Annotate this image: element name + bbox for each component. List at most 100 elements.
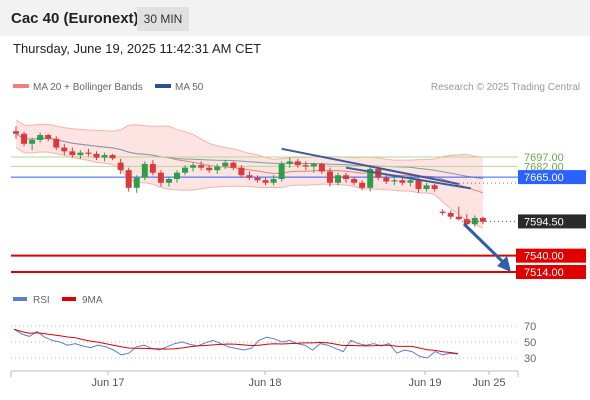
- level-label-7540-00: 7540.00: [524, 251, 564, 263]
- level-label-7514-00: 7514.00: [524, 267, 564, 279]
- trendline-lower: [345, 166, 471, 190]
- candle-body: [117, 162, 124, 171]
- candle-body: [310, 163, 317, 167]
- projection-arrow-head: [497, 256, 511, 272]
- candle-body: [222, 162, 229, 167]
- candle-body: [206, 167, 213, 171]
- timeframe-button[interactable]: 30 MIN: [137, 7, 189, 31]
- level-label-7697-00: 7697.00: [524, 152, 564, 164]
- candle-body: [141, 163, 148, 178]
- candle-body: [37, 135, 44, 141]
- main-plot-area: 7697.007682.007665.007594.507540.007514.…: [11, 119, 586, 279]
- rsi-legend-swatch: [13, 297, 27, 301]
- level-tag-7665-00: [518, 170, 586, 185]
- instrument-title: Cac 40 (Euronext): [11, 10, 139, 27]
- level-label-7594-50: 7594.50: [524, 216, 564, 228]
- candle-body: [270, 178, 277, 183]
- candle-body: [21, 133, 28, 144]
- candle-body: [278, 163, 285, 179]
- candle-body: [439, 211, 446, 213]
- candle-body: [359, 182, 366, 188]
- candle-body: [174, 172, 180, 179]
- candle-body: [69, 151, 76, 156]
- research-credit: Research © 2025 Trading Central: [431, 82, 580, 93]
- candle-body: [351, 178, 358, 183]
- candle-body: [190, 165, 197, 168]
- candle-body: [29, 140, 36, 144]
- candle-body: [53, 138, 60, 148]
- candle-body: [463, 219, 470, 225]
- candle-body: [157, 172, 164, 183]
- level-label-7665-00: 7665.00: [524, 172, 564, 184]
- chart-header: Cac 40 (Euronext) 30 MIN: [0, 0, 590, 36]
- candle-body: [431, 185, 438, 190]
- level-tag-7540-00: [516, 248, 586, 263]
- candle-body: [182, 167, 189, 173]
- candle-body: [246, 175, 253, 178]
- candle-body: [238, 167, 245, 176]
- candle-body: [45, 135, 52, 139]
- rsi-ma-legend-label: 9MA: [82, 295, 103, 306]
- candle-body: [423, 185, 430, 190]
- candle-body: [343, 175, 350, 179]
- rsi-tick-label-70: 70: [524, 321, 536, 333]
- x-tick-label-jun-18: Jun 18: [248, 377, 281, 389]
- candle-body: [230, 162, 237, 168]
- candle-body: [61, 147, 68, 152]
- candle-body: [125, 170, 132, 188]
- candle-body: [198, 165, 205, 168]
- candle-body: [407, 180, 414, 183]
- candle-body: [101, 155, 108, 158]
- candle-body: [383, 177, 390, 182]
- candle-body: [77, 152, 84, 156]
- candle-body: [326, 171, 333, 183]
- rsi-tick-label-50: 50: [524, 337, 536, 349]
- x-axis: Jun 17 Jun 18 Jun 19 Jun 25: [91, 371, 506, 389]
- candle-body: [447, 212, 454, 217]
- rsi-ma-line: [13, 328, 459, 355]
- candle-body: [254, 177, 261, 181]
- x-tick-label-jun-25: Jun 25: [472, 377, 505, 389]
- candle-body: [133, 177, 140, 188]
- candle-body: [391, 180, 398, 182]
- bollinger-lower-line: [15, 147, 484, 229]
- projection-arrow-shaft: [462, 222, 505, 264]
- candle-body: [471, 217, 478, 225]
- candle-body: [165, 178, 172, 183]
- ma50-legend-label: MA 50: [175, 82, 204, 93]
- x-tick-label-jun-19: Jun 19: [408, 377, 441, 389]
- candle-body: [85, 152, 92, 154]
- candle-body: [149, 163, 156, 173]
- rsi-legend-label: RSI: [33, 295, 50, 306]
- level-tag-7514-00: [516, 265, 586, 279]
- chart-datetime: Thursday, June 19, 2025 11:42:31 AM CET: [13, 41, 262, 56]
- x-tick-label-jun-17: Jun 17: [91, 377, 124, 389]
- candle-body: [109, 155, 116, 159]
- rsi-plot-area: 70 50 30: [11, 321, 536, 365]
- candle-body: [318, 163, 325, 172]
- ma50-legend-swatch: [155, 84, 171, 88]
- candle-body: [455, 216, 462, 220]
- candle-body: [302, 165, 309, 167]
- rsi-ma-legend-swatch: [62, 297, 76, 301]
- candle-body: [294, 161, 301, 166]
- candle-body: [415, 180, 422, 190]
- candle-body: [13, 131, 19, 134]
- bollinger-legend-label: MA 20 + Bollinger Bands: [33, 82, 143, 93]
- candle-body: [262, 180, 269, 183]
- candle-body: [214, 166, 221, 171]
- ma50-line: [15, 133, 483, 180]
- candle-body: [286, 161, 293, 164]
- rsi-line: [13, 328, 459, 359]
- candle-body: [367, 168, 374, 188]
- bollinger-legend-swatch: [13, 84, 29, 88]
- candle-body: [399, 180, 406, 183]
- candle-body: [479, 217, 486, 222]
- bollinger-upper-line: [15, 119, 483, 161]
- trendline-upper: [281, 147, 459, 186]
- candle-body: [335, 175, 341, 183]
- candle-body: [93, 153, 100, 158]
- rsi-tick-label-30: 30: [524, 353, 536, 365]
- level-tag-7594-50: [518, 214, 586, 229]
